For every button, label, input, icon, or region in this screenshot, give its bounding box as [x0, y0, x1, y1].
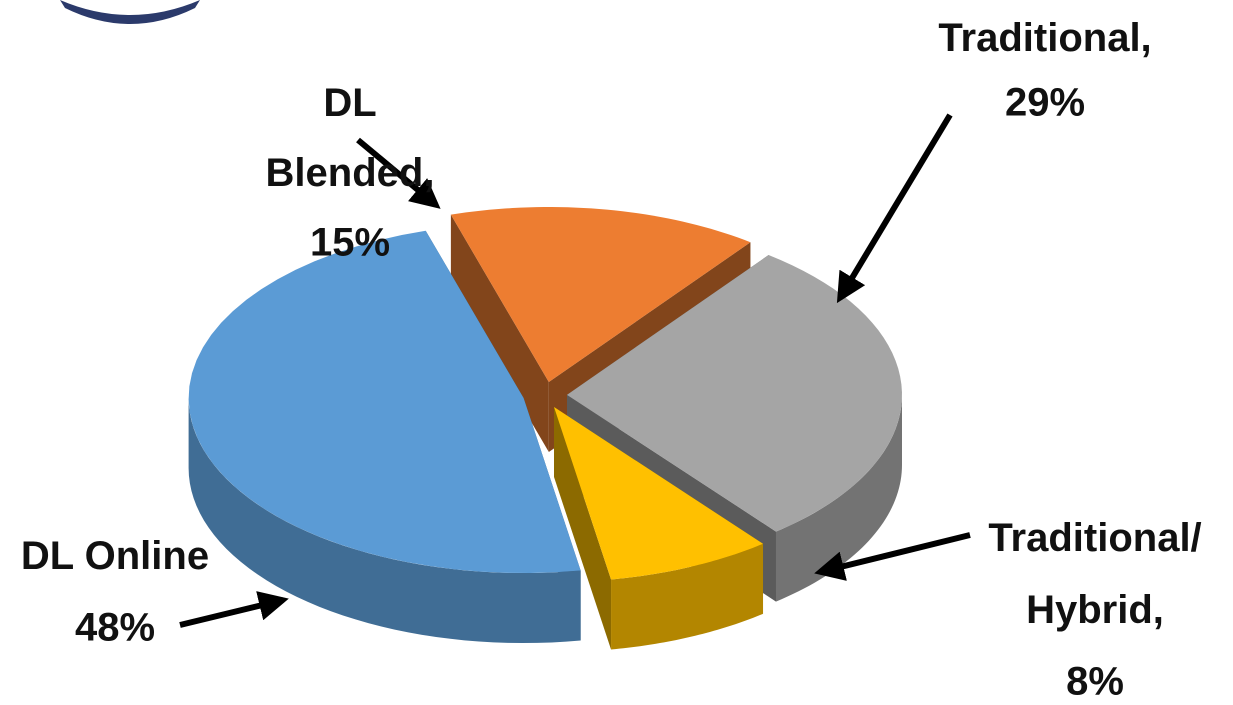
arrow: [814, 532, 971, 581]
slice-wall: [188, 398, 581, 644]
slice-side: [554, 407, 612, 650]
value-label: 8%: [1066, 660, 1124, 704]
slice-wall: [611, 543, 764, 650]
pie: [188, 207, 902, 650]
labels: DL Blended, 15% Traditional, 29% Traditional/…: [21, 16, 1202, 704]
slice: [566, 255, 902, 532]
slice: [554, 407, 764, 580]
arrows: [179, 113, 971, 628]
slice: [450, 207, 751, 383]
slice-label: DL Blended,: [266, 81, 435, 195]
slice: [188, 230, 581, 574]
slice-wall: [775, 394, 902, 602]
arrow: [836, 113, 953, 304]
value-label: 48%: [75, 606, 155, 650]
value-label: 29%: [1005, 81, 1085, 125]
slice-side: [450, 214, 549, 453]
slice-label: DL Online: [21, 534, 209, 578]
logo: [60, 0, 200, 24]
arrow: [356, 137, 441, 209]
slice-label: Traditional/Hybrid,: [988, 516, 1201, 632]
arrow: [179, 591, 289, 628]
value-label: 15%: [310, 221, 390, 265]
slice-label: Traditional,: [938, 16, 1151, 60]
